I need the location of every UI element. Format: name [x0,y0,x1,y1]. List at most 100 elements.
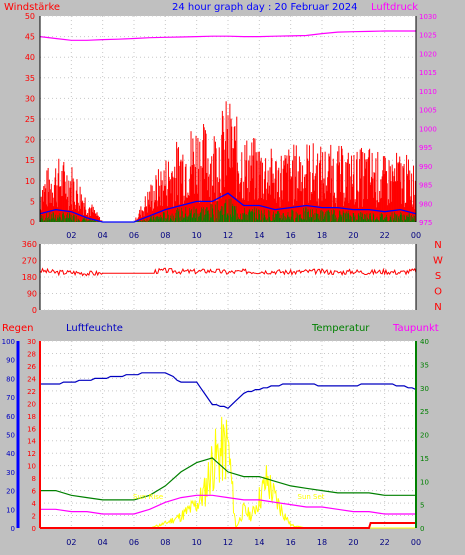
tick-label: 0 [420,525,424,533]
tick-label: 14 [254,231,264,240]
tick-label: 00 [411,231,421,240]
tick-label: 980 [419,200,432,208]
tick-label: 20 [25,136,35,145]
rain-line [40,522,416,529]
wind-axes: 0510152025303540455097598098599099510001… [25,12,437,240]
compass-label: N [434,302,441,313]
tick-label: 0 [32,525,36,533]
climate-axes: 0246810121416182022242628300102030405060… [2,338,429,547]
tick-label: 1005 [419,107,437,115]
humidity-line [40,372,417,410]
tick-label: 985 [419,182,432,190]
tick-label: 50 [6,432,15,440]
tick-label: 1025 [419,32,437,40]
tick-label: 08 [160,231,170,240]
tick-label: 08 [160,538,170,547]
sunrise-label: Sun Rise [133,493,163,501]
tick-label: 35 [25,74,35,83]
tick-label: 14 [254,538,264,547]
tick-label: 06 [129,538,139,547]
tick-label: 70 [6,394,15,402]
compass-label: O [434,287,442,298]
tick-label: 35 [420,361,429,369]
tick-label: 20 [348,538,358,547]
pressure-line [39,30,416,41]
tick-label: 0 [30,218,35,227]
tick-label: 10 [25,177,35,186]
tick-label: 8 [32,475,36,483]
dewpoint-axis-title: Taupunkt [392,323,439,334]
tick-label: 2 [32,513,36,521]
tick-label: 02 [66,538,76,547]
tick-label: 1030 [419,13,437,21]
tick-label: 20 [348,231,358,240]
direction-series [39,267,417,277]
tick-label: 02 [66,231,76,240]
tick-label: 80 [6,375,15,383]
rain-axis-title: Regen [2,323,34,334]
tick-label: 90 [6,357,15,365]
compass-label: S [435,271,441,282]
tick-label: 18 [317,231,327,240]
pressure-axis-title: Luftdruck [371,2,418,13]
tick-label: 15 [25,156,35,165]
sunset-label: Sun Set [298,493,325,501]
tick-label: 40 [25,53,35,62]
tick-label: 1010 [419,88,437,96]
wind-axis-title: Windstärke [4,2,60,13]
tick-label: 20 [420,432,429,440]
tick-label: 50 [25,12,35,21]
tick-label: 10 [27,463,36,471]
tick-label: 22 [27,388,36,396]
tick-label: 25 [25,115,35,124]
tick-label: 00 [411,538,421,547]
temperature-line [40,457,416,501]
compass-label: W [433,256,443,267]
tick-label: 26 [27,363,36,371]
tick-label: 30 [25,94,35,103]
tick-label: 30 [27,338,36,346]
tick-label: 12 [223,538,233,547]
tick-label: 10 [192,231,202,240]
tick-label: 90 [27,290,37,299]
tick-label: 06 [129,231,139,240]
tick-label: 60 [6,413,15,421]
tick-label: 1020 [419,50,437,58]
tick-label: 0 [11,525,15,533]
tick-label: 40 [420,338,429,346]
tick-label: 5 [420,502,424,510]
tick-label: 20 [27,400,36,408]
tick-label: 180 [22,273,37,282]
tick-label: 04 [98,231,108,240]
tick-label: 24 [27,375,36,383]
tick-label: 1000 [419,125,437,133]
direction-line [39,267,417,277]
tick-label: 995 [419,144,432,152]
tick-label: 14 [27,438,36,446]
tick-label: 12 [223,231,233,240]
compass-label: N [434,240,441,251]
tick-label: 28 [27,350,36,358]
climate-plot-area [40,341,416,528]
wind-average-line [39,192,417,223]
tick-label: 990 [419,163,432,171]
dewpoint-line [40,494,416,515]
tick-label: 15 [420,455,429,463]
temperature-axis-title: Temperatur [311,323,370,334]
tick-label: 16 [27,425,36,433]
tick-label: 40 [6,450,15,458]
tick-label: 30 [6,469,15,477]
tick-label: 10 [420,478,429,486]
tick-label: 18 [27,413,36,421]
tick-label: 10 [6,506,15,514]
tick-label: 10 [192,538,202,547]
tick-label: 20 [6,488,15,496]
tick-label: 22 [380,231,390,240]
tick-label: 30 [420,385,429,393]
tick-label: 1015 [419,69,437,77]
tick-label: 16 [286,538,296,547]
tick-label: 18 [317,538,327,547]
tick-label: 975 [419,219,432,227]
